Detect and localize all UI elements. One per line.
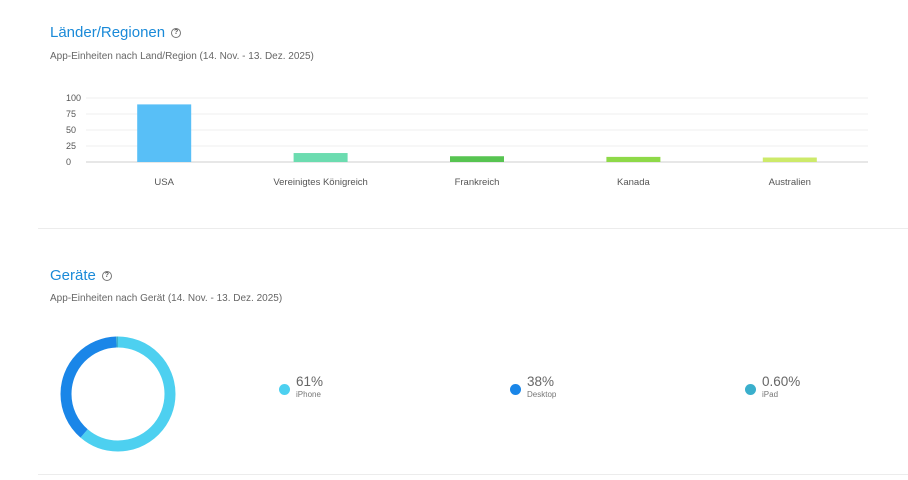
category-label: USA — [154, 177, 174, 188]
y-tick-label: 25 — [66, 141, 76, 151]
devices-title-text: Geräte — [50, 267, 96, 284]
y-tick-label: 50 — [66, 125, 76, 135]
section-divider — [38, 228, 908, 229]
bar[interactable] — [450, 156, 504, 162]
iphone-percent: 61% — [296, 374, 324, 389]
category-label: Australien — [769, 177, 811, 188]
regions-help-icon[interactable]: ? — [171, 27, 182, 38]
ipad-color-dot — [745, 384, 756, 395]
desktop-percent: 38% — [527, 374, 555, 389]
donut-segment-ipad[interactable] — [60, 336, 176, 452]
bar[interactable] — [762, 157, 817, 162]
category-label: Frankreich — [455, 177, 500, 188]
devices-subtitle: App-Einheiten nach Gerät (14. Nov. - 13.… — [50, 293, 283, 304]
bottom-divider — [38, 474, 908, 475]
legend-item-iphone: 61% iPhone — [279, 374, 323, 400]
ipad-percent: 0.60% — [762, 374, 801, 389]
regions-bar-chart: 0 25 50 75 100 USA Vereinigtes Königreich Frank… — [66, 93, 868, 188]
regions-section-title: Länder/Regionen ? — [50, 24, 182, 41]
y-tick-label: 75 — [66, 109, 76, 119]
category-label: Vereinigtes Königreich — [273, 177, 368, 188]
legend-item-desktop: 38% Desktop — [510, 374, 556, 400]
desktop-label: Desktop — [527, 390, 557, 399]
bar[interactable] — [137, 104, 192, 162]
devices-donut-chart — [60, 336, 176, 452]
devices-help-icon[interactable]: ? — [101, 270, 112, 281]
devices-section-title: Geräte ? — [50, 267, 112, 284]
iphone-label: iPhone — [296, 390, 321, 399]
donut-segment-desktop[interactable] — [60, 336, 176, 452]
y-tick-label: 100 — [66, 93, 81, 103]
y-tick-label: 0 — [66, 157, 71, 167]
iphone-color-dot — [279, 384, 290, 395]
regions-subtitle: App-Einheiten nach Land/Region (14. Nov.… — [50, 51, 314, 62]
category-label: Kanada — [617, 177, 650, 188]
ipad-label: iPad — [762, 390, 779, 399]
bar[interactable] — [293, 153, 348, 162]
desktop-color-dot — [510, 384, 521, 395]
regions-title-text: Länder/Regionen — [50, 24, 166, 41]
legend-item-ipad: 0.60% iPad — [745, 374, 800, 400]
bar[interactable] — [606, 156, 661, 162]
